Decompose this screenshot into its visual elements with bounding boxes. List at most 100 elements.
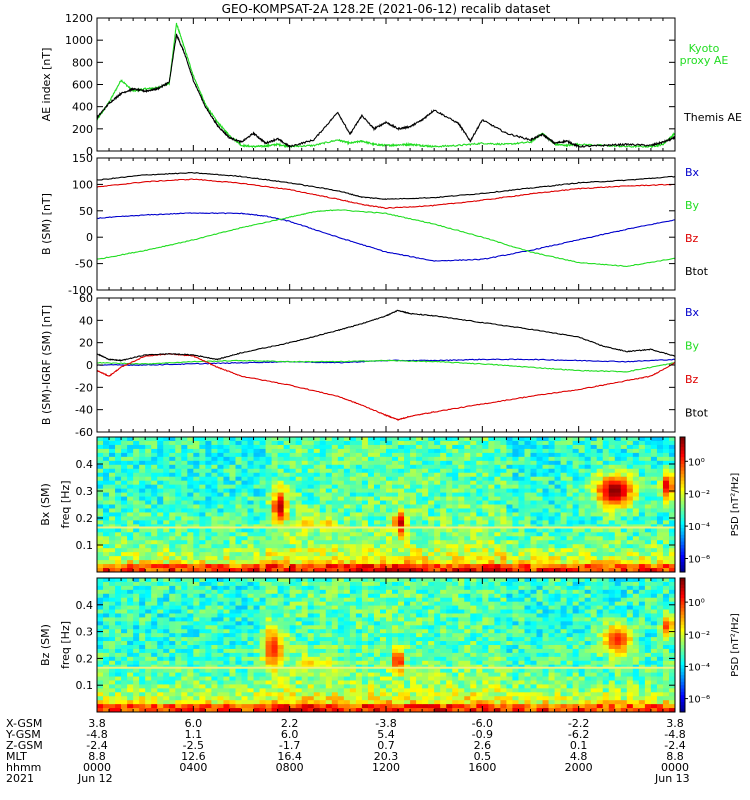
spectrogram-cell <box>668 456 675 462</box>
spectrogram-cell <box>103 544 110 549</box>
spectrogram-cell <box>265 700 273 705</box>
spectrogram-cell <box>638 476 646 482</box>
spectrogram-cell <box>259 512 267 518</box>
spectrogram-cell <box>157 668 164 674</box>
spectrogram-cell <box>434 444 441 450</box>
spectrogram-cell <box>554 508 562 514</box>
spectrogram-cell <box>650 540 658 545</box>
spectrogram-cell <box>644 520 652 525</box>
spectrogram-cell <box>446 536 453 541</box>
spectrogram-cell <box>482 460 489 466</box>
spectrogram-cell <box>331 512 339 518</box>
spectrogram-cell <box>199 645 206 650</box>
spectrogram-cell <box>241 589 249 595</box>
spectrogram-cell <box>349 452 357 458</box>
spectrogram-cell <box>229 452 237 458</box>
spectrogram-cell <box>428 560 435 565</box>
spectrogram-cell <box>662 504 670 510</box>
spectrogram-cell <box>325 456 333 462</box>
spectrogram-cell <box>271 660 279 666</box>
spectrogram-cell <box>145 472 152 478</box>
series-line-kyoto-proxy-ae <box>97 22 675 149</box>
spectrogram-cell <box>446 544 453 549</box>
spectrogram-cell <box>223 625 231 630</box>
spectrogram-cell <box>211 484 219 490</box>
spectrogram-cell <box>187 645 194 650</box>
spectrogram-cell <box>145 444 152 450</box>
spectrogram-cell <box>169 633 176 638</box>
spectrogram-cell <box>259 645 267 650</box>
spectrogram-cell <box>205 437 212 442</box>
spectrogram-cell <box>211 692 219 697</box>
spectrogram-cell <box>169 629 176 634</box>
spectrogram-cell <box>205 452 212 458</box>
spectrogram-cell <box>506 484 514 490</box>
spectrogram-cell <box>650 496 658 502</box>
spectrogram-cell <box>235 552 243 557</box>
spectrogram-cell <box>590 437 598 442</box>
spectrogram-cell <box>127 480 134 486</box>
spectrogram-cell <box>392 480 399 486</box>
spectrogram-cell <box>506 468 514 474</box>
spectrogram-cell <box>169 520 176 525</box>
spectrogram-cell <box>151 452 158 458</box>
spectrogram-cell <box>295 444 303 450</box>
spectrogram-cell <box>259 456 267 462</box>
spectrogram-cell <box>259 492 267 498</box>
spectrogram-cell <box>452 452 459 458</box>
spectrogram-cell <box>271 448 279 454</box>
spectrogram-cell <box>295 625 303 630</box>
spectrogram-cell <box>169 637 176 642</box>
spectrogram-cell <box>542 480 550 486</box>
spectrogram-cell <box>644 504 652 510</box>
spectrogram-cell <box>253 552 261 557</box>
spectrogram-cell <box>307 564 315 569</box>
spectrogram-cell <box>452 536 459 541</box>
spectrogram-cell <box>289 437 297 442</box>
spectrogram-cell <box>205 648 212 654</box>
spectrogram-cell <box>289 444 297 450</box>
colorbar-segment <box>680 474 685 479</box>
spectrogram-cell <box>139 589 146 595</box>
spectrogram-cell <box>416 564 423 569</box>
spectrogram-cell <box>193 488 200 494</box>
spectrogram-cell <box>482 500 489 506</box>
spectrogram-cell <box>343 437 351 442</box>
spectrogram-cell <box>157 460 164 466</box>
spectrogram-cell <box>331 544 339 549</box>
spectrogram-cell <box>560 528 568 533</box>
spectrogram-cell <box>566 464 574 470</box>
spectrogram-cell <box>139 488 146 494</box>
spectrogram-cell <box>416 437 423 442</box>
spectrogram-cell <box>512 504 520 510</box>
spectrogram-cell <box>163 508 170 514</box>
spectrogram-cell <box>253 613 261 619</box>
spectrogram-cell <box>271 601 279 607</box>
spectrogram-cell <box>271 625 279 630</box>
spectrogram-cell <box>614 500 622 506</box>
spectrogram-cell <box>506 456 514 462</box>
spectrogram-cell <box>169 552 176 557</box>
spectrogram-cell <box>211 585 219 591</box>
spectrogram-cell <box>614 476 622 482</box>
spectrogram-cell <box>650 437 658 442</box>
spectrogram-cell <box>301 581 309 587</box>
colorbar-segment <box>680 464 685 468</box>
spectrogram-cell <box>127 668 134 674</box>
spectrogram-cell <box>217 688 225 693</box>
spectrogram-cell <box>259 437 267 442</box>
spectrogram-cell <box>313 536 321 541</box>
spectrogram-cell <box>223 540 231 545</box>
spectrogram-cell <box>325 480 333 486</box>
spectrogram-cell <box>133 544 140 549</box>
spectrogram-cell <box>145 692 152 697</box>
spectrogram-cell <box>289 688 297 693</box>
spectrogram-cell <box>373 552 381 557</box>
spectrogram-cell <box>151 556 158 561</box>
spectrogram-cell <box>199 629 206 634</box>
spectrogram-cell <box>307 500 315 506</box>
spectrogram-cell <box>349 444 357 450</box>
spectrogram-cell <box>373 444 381 450</box>
spectrogram-cell <box>169 464 176 470</box>
spectrogram-cell <box>133 601 140 607</box>
